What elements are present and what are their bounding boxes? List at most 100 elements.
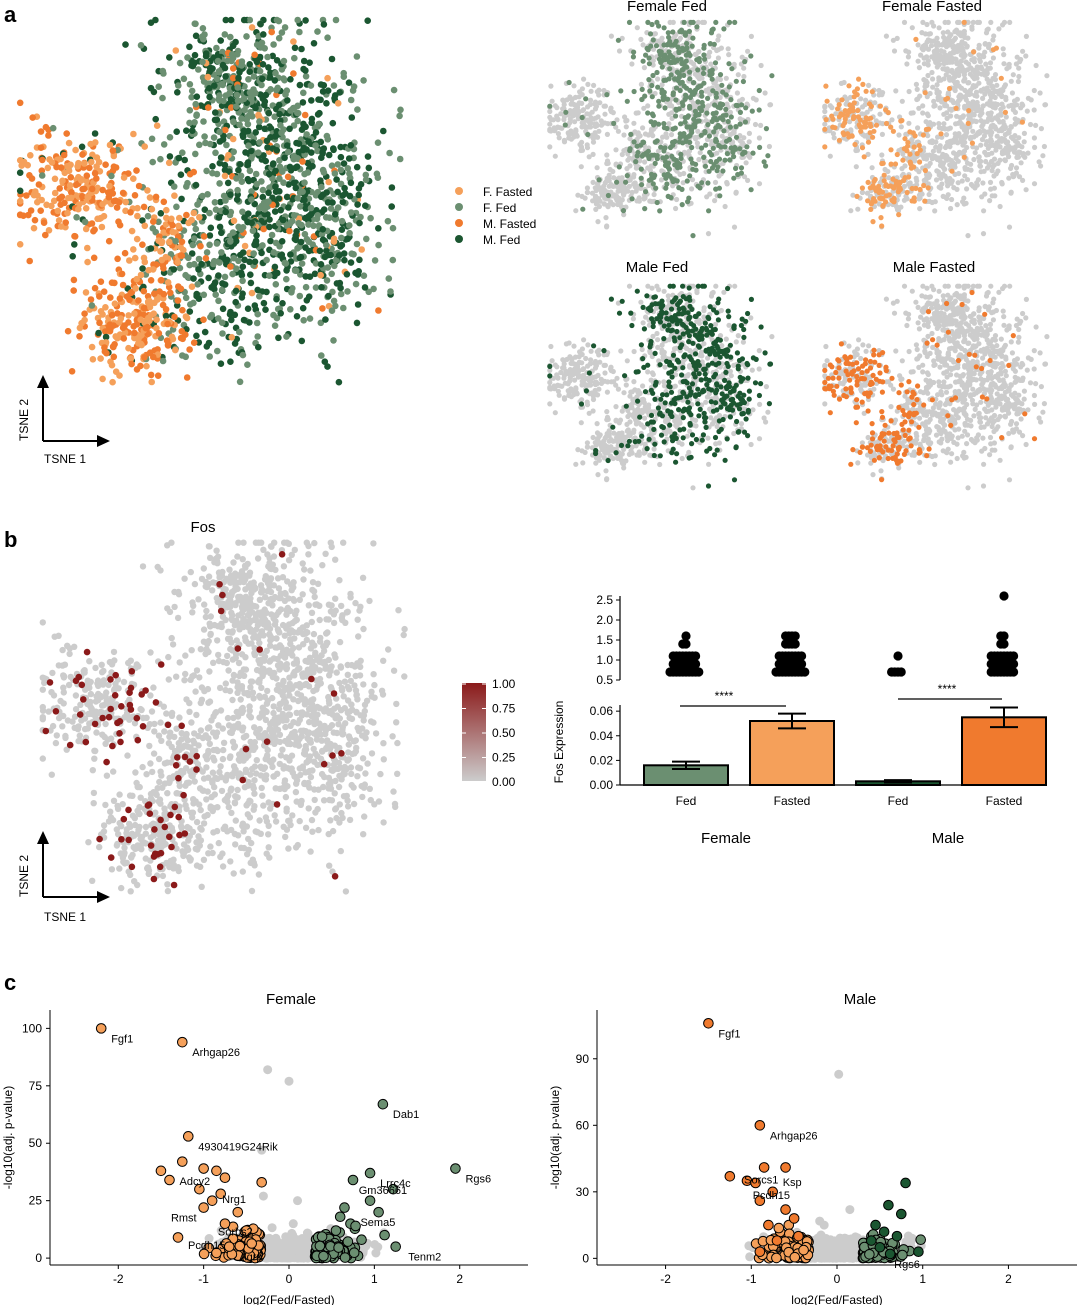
cell-point [582, 195, 588, 201]
cell-point [340, 250, 348, 257]
cell-point [135, 297, 142, 304]
legend-swatch [455, 219, 463, 227]
cell-point-highlight [687, 76, 693, 82]
cell-point [741, 65, 747, 71]
cell-point [1003, 94, 1009, 100]
cell-point [211, 279, 219, 286]
cell-point [727, 109, 734, 115]
cell-point-highlight [688, 156, 694, 162]
cell-point [365, 288, 373, 296]
cell-point [320, 21, 328, 28]
cell-point [247, 279, 255, 287]
cell-point [384, 217, 392, 225]
cell-point [321, 253, 329, 261]
cell-point-highlight [620, 208, 627, 214]
cell-point [200, 118, 207, 125]
cell-point [337, 153, 345, 161]
cell-point [1015, 78, 1022, 85]
cell-point [275, 101, 283, 109]
cell-point-highlight [698, 132, 704, 138]
cell-point [204, 191, 211, 198]
cell-point [924, 152, 930, 158]
cell-point [158, 277, 165, 284]
cell-point [283, 142, 291, 149]
cell-point [822, 104, 828, 110]
cell-point [109, 147, 117, 154]
cell-point [239, 249, 247, 256]
cell-point [273, 57, 281, 64]
cell-point [37, 207, 44, 214]
cell-point [319, 305, 326, 312]
cell-point [1023, 53, 1029, 59]
cell-point [318, 352, 325, 359]
cell-point [244, 120, 252, 128]
cell-point [932, 199, 938, 205]
cell-point [198, 33, 206, 40]
cell-point [918, 52, 924, 58]
cell-point [635, 130, 641, 136]
cell-point [67, 161, 74, 169]
cell-point [234, 97, 242, 104]
cell-point [248, 24, 256, 31]
cell-point [917, 206, 923, 212]
cell-point [354, 301, 362, 308]
cell-point [329, 288, 336, 296]
cell-point [63, 130, 70, 137]
cell-point [259, 95, 267, 102]
cell-point [78, 143, 86, 151]
cell-point [205, 339, 213, 347]
cell-point [256, 139, 263, 146]
cell-point [981, 208, 987, 214]
cell-point [1010, 107, 1016, 113]
cell-point-highlight [916, 142, 922, 149]
cell-point-highlight [913, 185, 919, 191]
cell-point [245, 142, 252, 149]
cell-point [990, 55, 997, 61]
cell-point [976, 130, 982, 137]
cell-point-highlight [709, 71, 715, 77]
cell-point [264, 53, 271, 61]
cell-point [210, 134, 218, 141]
cell-point [942, 166, 948, 172]
cell-point [260, 225, 268, 233]
cell-point [254, 343, 262, 351]
cell-point [558, 111, 564, 117]
cell-point [272, 188, 280, 195]
cell-point-highlight [661, 77, 667, 83]
cell-point [1040, 153, 1046, 159]
cell-point [101, 344, 108, 351]
cell-point [901, 19, 908, 25]
cell-point [84, 244, 91, 252]
cell-point [177, 243, 184, 251]
cell-point-highlight [695, 112, 701, 118]
cell-point [186, 81, 194, 88]
cell-point [995, 89, 1001, 95]
cell-point [354, 201, 361, 208]
cell-point [88, 185, 96, 193]
cell-point [272, 69, 279, 77]
cell-point [712, 179, 719, 185]
cell-point [306, 59, 313, 66]
cell-point [133, 366, 141, 373]
legend-swatch [455, 235, 463, 243]
cell-point-highlight [869, 89, 875, 95]
cell-point [962, 173, 968, 179]
cell-point-highlight [879, 223, 885, 229]
cell-point [655, 337, 661, 343]
cell-point [162, 312, 170, 320]
cell-point [272, 281, 280, 288]
cell-point [352, 280, 360, 288]
cell-point [746, 130, 753, 136]
cell-point [334, 161, 342, 168]
cell-point [51, 189, 59, 197]
cell-point [995, 101, 1001, 108]
cell-point-highlight [656, 121, 662, 127]
cell-point [139, 241, 146, 248]
cell-point [213, 240, 221, 247]
cell-point [151, 290, 158, 298]
cell-point [325, 292, 332, 300]
cell-point [215, 69, 223, 76]
cell-point-highlight [922, 90, 928, 96]
cell-point-highlight [705, 122, 711, 128]
cell-point [147, 371, 155, 379]
